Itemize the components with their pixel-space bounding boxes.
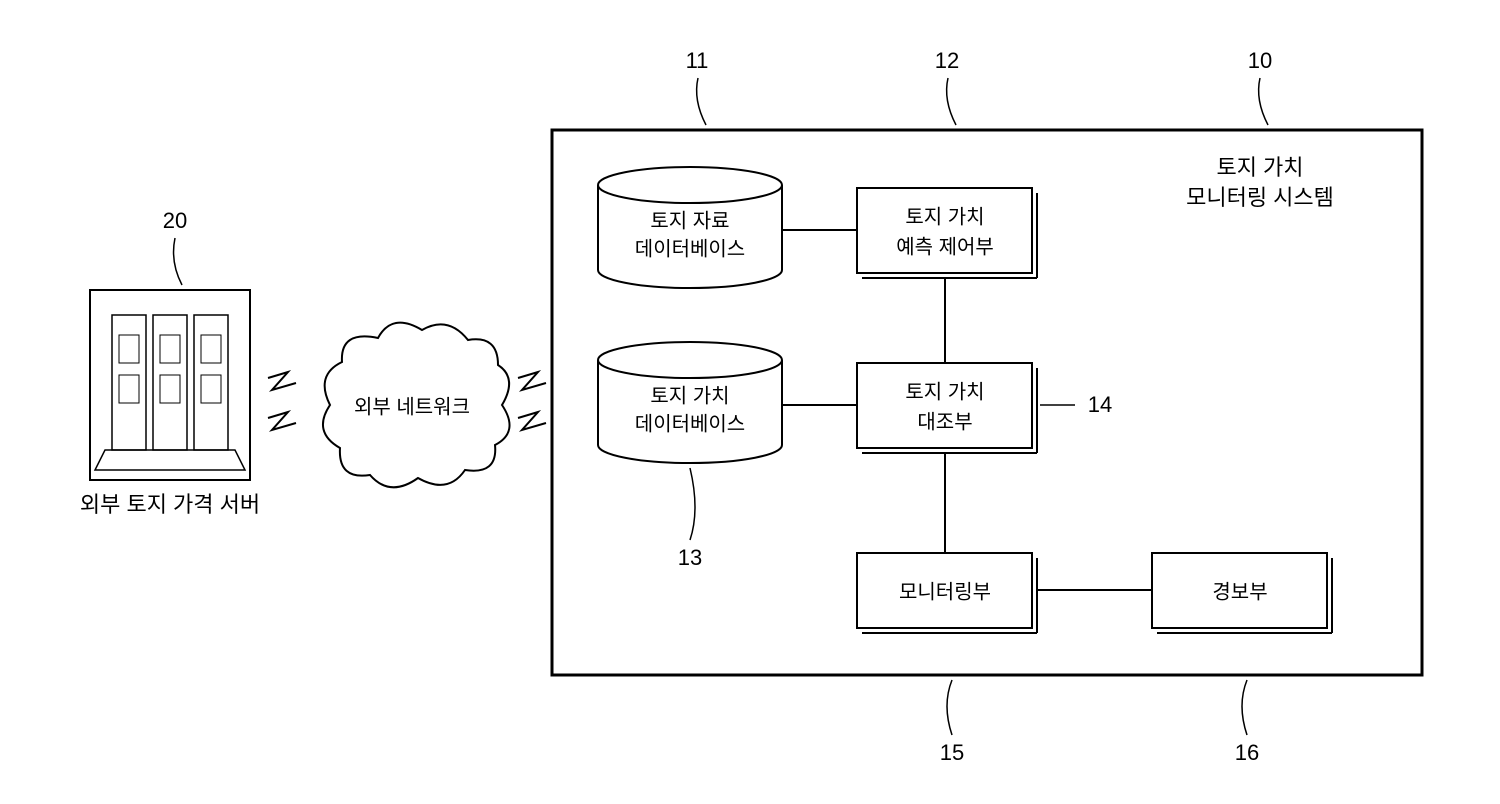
ref-14: 14 — [1088, 392, 1112, 417]
leader-20 — [174, 238, 182, 285]
box14-line2: 대조부 — [917, 410, 972, 433]
leader-16 — [1242, 680, 1247, 735]
system-title-line2: 모니터링 시스템 — [1186, 185, 1334, 210]
box12-line1: 토지 가치 — [905, 205, 984, 228]
server-label: 외부 토지 가격 서버 — [80, 492, 260, 517]
db11-line2: 데이터베이스 — [635, 237, 745, 260]
ref-16: 16 — [1235, 740, 1259, 765]
leader-12 — [947, 78, 956, 125]
system-title-line1: 토지 가치 — [1216, 155, 1303, 180]
ref-13: 13 — [678, 545, 702, 570]
db13-line2: 데이터베이스 — [635, 412, 745, 435]
leader-10 — [1259, 78, 1268, 125]
box14-line1: 토지 가치 — [905, 380, 984, 403]
db13-line1: 토지 가치 — [650, 384, 729, 407]
server-group — [90, 290, 250, 480]
leader-13 — [690, 468, 695, 540]
leader-15 — [947, 680, 952, 735]
ref-11: 11 — [686, 48, 709, 73]
box-12 — [857, 188, 1037, 278]
wireless-right — [518, 372, 546, 430]
box-14 — [857, 363, 1037, 453]
cloud-label: 외부 네트워크 — [354, 395, 470, 418]
box15-label: 모니터링부 — [899, 580, 991, 603]
box12-line2: 예측 제어부 — [896, 235, 994, 258]
box16-label: 경보부 — [1212, 580, 1267, 603]
system-diagram: 토지 가치 모니터링 시스템 10 외부 토지 가격 서버 20 외부 네트워크 — [0, 0, 1500, 804]
wireless-left — [268, 372, 296, 430]
ref-20: 20 — [163, 208, 187, 233]
ref-12: 12 — [935, 48, 959, 73]
ref-15: 15 — [940, 740, 964, 765]
leader-11 — [697, 78, 706, 125]
ref-10: 10 — [1248, 48, 1272, 73]
db11-line1: 토지 자료 — [650, 209, 729, 232]
